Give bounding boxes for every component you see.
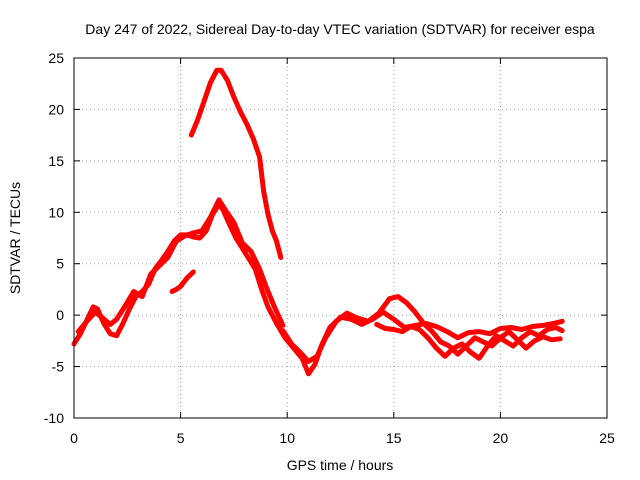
y-tick-label: 0 [56,307,64,323]
x-axis-label: GPS time / hours [287,457,394,473]
series-line-parallel-late [280,294,563,364]
y-tick-label: -5 [52,359,65,375]
y-tick-label: 15 [48,153,64,169]
series-group [71,67,565,377]
y-tick-label: 5 [56,256,64,272]
series-line-parallel-early [75,197,286,335]
x-tick-label: 5 [177,430,185,446]
y-tick-labels: -10 -5 0 5 10 15 20 25 [44,50,64,426]
x-tick-label: 0 [70,430,78,446]
y-tick-label: 20 [48,101,64,117]
x-tick-labels: 0 5 10 15 20 25 [70,430,615,446]
series-line-parallel-late-2 [374,321,565,361]
grid [74,58,607,418]
axis-ticks [73,57,608,419]
x-tick-label: 20 [493,430,509,446]
x-tick-label: 25 [599,430,615,446]
series-line-high-hump [188,67,284,260]
y-axis-label: SDTVAR / TECUs [7,182,23,294]
chart-title: Day 247 of 2022, Sidereal Day-to-day VTE… [85,21,595,37]
plot-frame [73,57,608,419]
x-tick-label: 15 [386,430,402,446]
y-tick-label: -10 [44,410,64,426]
y-tick-label: 10 [48,204,64,220]
y-tick-label: 25 [48,50,64,66]
x-tick-label: 10 [279,430,295,446]
series-line-short-segment [169,269,196,294]
